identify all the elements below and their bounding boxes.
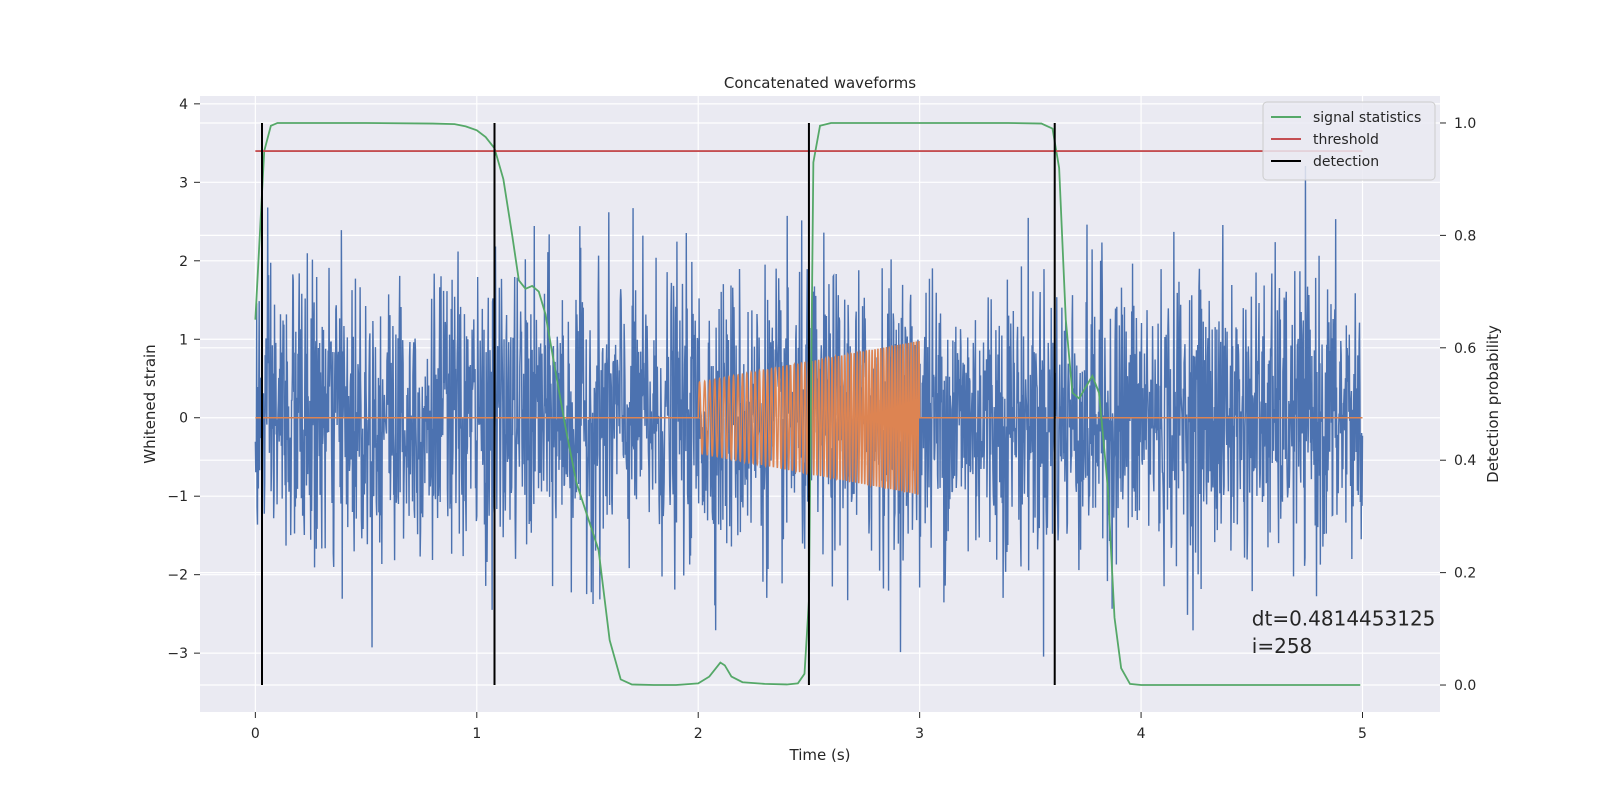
data-layer (254, 122, 1364, 686)
x-tick-label: 1 (472, 726, 481, 742)
y2-axis-label: Detection probability (1484, 325, 1502, 483)
x-tick-label: 2 (694, 726, 703, 742)
x-tick-label: 3 (915, 726, 924, 742)
x-tick-label: 0 (251, 726, 260, 742)
chart-title: Concatenated waveforms (724, 74, 916, 92)
legend: signal statistics threshold detection (1262, 101, 1436, 181)
y-tick-label: 0 (179, 411, 188, 427)
annotation-text: i=258 (1252, 634, 1313, 658)
y2-tick-label: 0.6 (1454, 341, 1476, 357)
axes: 0 1 2 3 4 5 −3 −2 −1 0 1 2 3 4 0.0 0.2 0.4 0.6 0.8 1.0 (167, 97, 1476, 742)
legend-label: signal statistics (1313, 110, 1421, 126)
legend-label: detection (1313, 154, 1379, 170)
annotation-text: dt=0.4814453125 (1252, 607, 1436, 631)
y2-tick-label: 0.2 (1454, 566, 1476, 582)
y2-tick-label: 0.0 (1454, 678, 1476, 694)
y-tick-label: −2 (167, 568, 188, 584)
y-axis-label: Whitened strain (141, 344, 159, 463)
y-tick-label: 4 (179, 97, 188, 113)
y2-tick-label: 1.0 (1454, 116, 1476, 132)
x-axis-label: Time (s) (789, 746, 851, 764)
y-tick-label: −3 (167, 646, 188, 662)
y-tick-label: 3 (179, 175, 188, 191)
y-tick-label: 1 (179, 332, 188, 348)
y-tick-label: −1 (167, 489, 188, 505)
legend-box (1262, 101, 1436, 181)
y-tick-label: 2 (179, 254, 188, 270)
y2-tick-label: 0.4 (1454, 453, 1476, 469)
y2-tick-label: 0.8 (1454, 228, 1476, 244)
x-tick-label: 4 (1137, 726, 1146, 742)
legend-label: threshold (1313, 132, 1379, 148)
signal-statistics-line (254, 122, 1361, 686)
x-tick-label: 5 (1358, 726, 1367, 742)
annotations: dt=0.4814453125 i=258 (1252, 607, 1436, 658)
